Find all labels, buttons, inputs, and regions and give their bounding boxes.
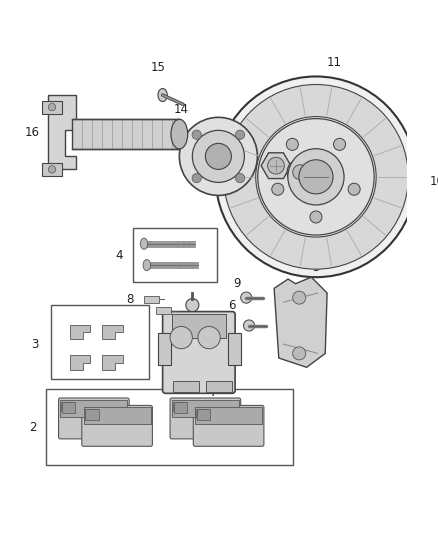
Text: 3: 3 (32, 337, 39, 351)
Circle shape (192, 173, 201, 183)
Bar (195, 407, 262, 424)
Text: 9: 9 (233, 277, 241, 290)
Bar (84, 407, 151, 424)
FancyBboxPatch shape (193, 406, 264, 446)
Polygon shape (274, 277, 327, 367)
Bar (42, 163, 62, 176)
Bar (72, 119, 179, 149)
Text: 10: 10 (429, 175, 438, 188)
Circle shape (256, 117, 376, 237)
Circle shape (215, 76, 416, 277)
FancyBboxPatch shape (162, 312, 235, 393)
Bar (62, 402, 75, 413)
Circle shape (293, 165, 307, 180)
FancyBboxPatch shape (170, 398, 240, 439)
Text: 5: 5 (312, 261, 320, 274)
Circle shape (286, 139, 298, 150)
Circle shape (192, 130, 201, 139)
Bar (172, 400, 239, 417)
Bar (156, 307, 171, 314)
Circle shape (333, 139, 346, 150)
Text: 2: 2 (29, 421, 36, 434)
Circle shape (170, 326, 192, 349)
Text: 14: 14 (174, 103, 189, 116)
Ellipse shape (158, 88, 167, 102)
Text: 6: 6 (229, 298, 236, 312)
Ellipse shape (140, 238, 148, 249)
Polygon shape (261, 153, 291, 179)
Ellipse shape (171, 119, 188, 149)
Circle shape (48, 166, 56, 173)
Bar (85, 409, 99, 421)
Circle shape (258, 119, 374, 235)
Circle shape (348, 183, 360, 195)
Bar (412, 162, 423, 168)
Polygon shape (102, 325, 123, 340)
Text: 12: 12 (319, 149, 334, 162)
Text: 8: 8 (127, 293, 134, 306)
Text: 15: 15 (151, 61, 166, 74)
Circle shape (293, 347, 306, 360)
Text: 4: 4 (115, 249, 123, 262)
Bar (172, 314, 226, 337)
Circle shape (299, 160, 333, 194)
Bar (42, 101, 62, 114)
Ellipse shape (143, 260, 151, 271)
Text: 16: 16 (25, 126, 40, 139)
Circle shape (240, 292, 252, 303)
Bar (60, 400, 127, 417)
Bar (51, 305, 148, 379)
Circle shape (192, 131, 244, 182)
Circle shape (179, 117, 258, 196)
Bar (412, 184, 423, 191)
Polygon shape (102, 356, 123, 370)
Circle shape (205, 143, 231, 169)
Circle shape (288, 149, 344, 205)
Circle shape (235, 173, 245, 183)
Text: 7: 7 (210, 386, 218, 399)
Circle shape (287, 159, 313, 185)
Bar (174, 402, 187, 413)
Circle shape (198, 326, 220, 349)
Bar (46, 389, 293, 465)
Circle shape (224, 85, 408, 269)
Bar (173, 381, 199, 392)
Bar (197, 409, 210, 421)
FancyBboxPatch shape (82, 406, 152, 446)
Text: 11: 11 (327, 56, 342, 69)
Polygon shape (70, 325, 90, 340)
Circle shape (268, 157, 284, 174)
Circle shape (293, 291, 306, 304)
Circle shape (48, 103, 56, 111)
Circle shape (235, 130, 245, 139)
Circle shape (186, 298, 199, 312)
Bar (144, 296, 159, 303)
Bar (133, 228, 216, 282)
Bar (158, 333, 171, 366)
Circle shape (310, 211, 322, 223)
Circle shape (244, 320, 254, 331)
Text: 1: 1 (148, 401, 155, 414)
Bar (206, 381, 232, 392)
FancyBboxPatch shape (59, 398, 129, 439)
Polygon shape (48, 95, 76, 169)
Text: 13: 13 (295, 141, 310, 154)
Bar (412, 173, 423, 180)
Bar (228, 333, 240, 366)
Circle shape (272, 183, 284, 195)
Polygon shape (70, 356, 90, 370)
